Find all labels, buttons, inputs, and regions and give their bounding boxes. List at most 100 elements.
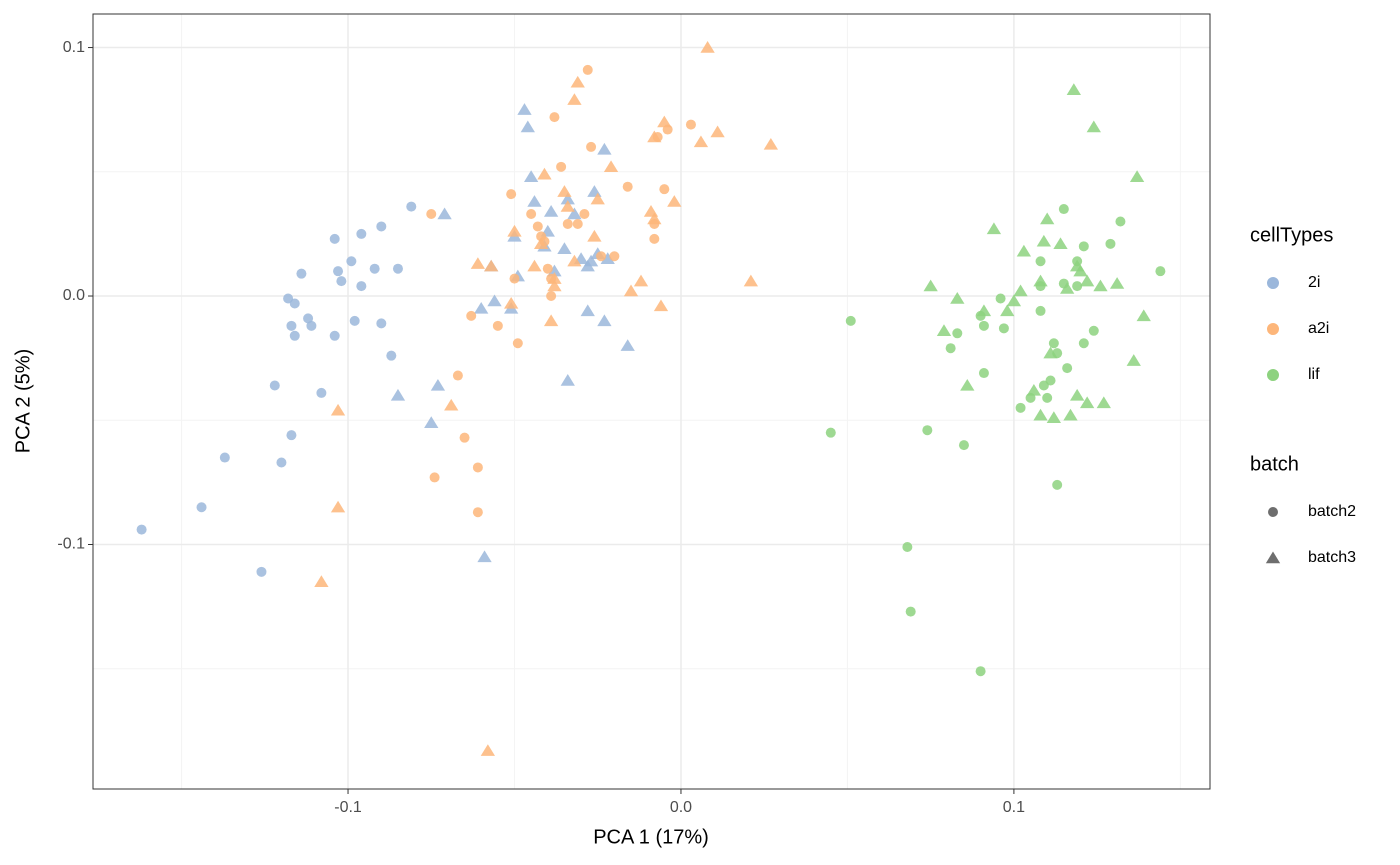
point — [314, 575, 329, 587]
point — [492, 320, 503, 331]
point — [196, 502, 207, 513]
y-axis-title: PCA 2 (5%) — [12, 349, 34, 453]
point — [477, 550, 492, 563]
point — [547, 264, 562, 277]
point — [597, 314, 612, 327]
point — [547, 279, 562, 292]
point — [509, 273, 520, 284]
point — [597, 142, 612, 155]
point — [474, 301, 489, 314]
point — [527, 195, 542, 207]
point — [507, 224, 522, 237]
point — [296, 268, 307, 279]
x-axis-title: PCA 1 (17%) — [593, 826, 709, 848]
point — [269, 380, 280, 391]
point — [1058, 204, 1069, 215]
point — [1072, 281, 1083, 292]
point — [743, 274, 759, 287]
point — [958, 440, 969, 451]
point — [986, 222, 1002, 235]
point — [945, 343, 956, 354]
legend-key — [1265, 551, 1281, 564]
point — [542, 263, 553, 274]
point — [520, 120, 535, 133]
point — [557, 242, 572, 255]
x-tick-label: -0.1 — [334, 799, 362, 816]
point — [657, 115, 672, 128]
point — [487, 294, 502, 307]
point — [582, 64, 593, 75]
point — [603, 160, 619, 173]
point — [286, 320, 297, 331]
point — [600, 252, 615, 264]
point — [998, 323, 1009, 334]
point — [533, 237, 549, 250]
point — [506, 189, 517, 200]
point — [1048, 338, 1059, 349]
point — [623, 284, 639, 297]
point — [583, 254, 599, 267]
point — [590, 192, 605, 205]
point — [952, 328, 963, 339]
point — [1063, 408, 1078, 421]
point — [700, 41, 715, 53]
point — [1093, 279, 1108, 292]
point — [653, 299, 669, 312]
point — [472, 507, 483, 518]
point — [567, 93, 582, 105]
point — [306, 320, 317, 331]
point — [580, 304, 595, 317]
point — [556, 161, 567, 172]
point — [459, 432, 470, 443]
point — [330, 403, 346, 416]
point — [825, 427, 836, 438]
point — [570, 75, 585, 88]
point — [567, 254, 582, 267]
point — [349, 315, 360, 326]
point — [219, 452, 230, 463]
point — [504, 296, 519, 309]
point — [1126, 354, 1141, 366]
point — [586, 141, 597, 152]
point — [1006, 294, 1022, 307]
point — [995, 293, 1006, 304]
point — [562, 218, 573, 229]
point — [480, 744, 496, 756]
point — [922, 425, 933, 436]
point — [527, 259, 542, 272]
point — [1086, 120, 1101, 133]
point — [950, 292, 965, 304]
point — [560, 200, 575, 212]
point — [1040, 212, 1055, 225]
point — [386, 350, 397, 361]
point — [543, 205, 559, 217]
point — [356, 281, 367, 292]
point — [560, 192, 575, 205]
point — [390, 388, 406, 401]
point — [276, 457, 287, 468]
point — [532, 221, 543, 232]
point — [333, 266, 344, 277]
point — [1035, 305, 1046, 316]
point — [923, 279, 938, 292]
point — [978, 320, 989, 331]
point — [845, 315, 856, 326]
point — [1070, 388, 1085, 401]
y-tick-label: 0.1 — [63, 39, 85, 56]
point — [902, 541, 913, 552]
point — [1136, 309, 1151, 322]
point — [710, 125, 725, 138]
point — [633, 274, 649, 287]
point — [587, 229, 602, 242]
point — [1036, 234, 1052, 247]
point — [256, 566, 267, 577]
point — [537, 167, 552, 180]
point — [452, 370, 463, 381]
point — [620, 339, 635, 351]
point — [647, 212, 662, 225]
point — [289, 298, 300, 309]
point — [579, 209, 590, 220]
y-tick-label: -0.1 — [57, 536, 85, 553]
